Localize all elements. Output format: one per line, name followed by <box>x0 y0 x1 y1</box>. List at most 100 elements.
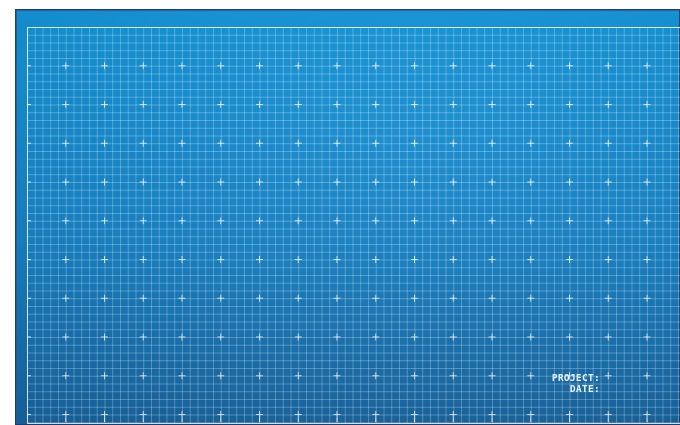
crosshair-mark <box>604 62 612 70</box>
crosshair-mark <box>294 101 302 108</box>
crosshair-mark <box>256 256 263 263</box>
crosshair-mark <box>256 139 263 147</box>
crosshair-mark <box>294 256 302 263</box>
crosshair-mark <box>62 101 70 108</box>
crosshair-mark <box>566 256 573 263</box>
crosshair-mark <box>566 217 573 225</box>
crosshair-mark <box>488 256 496 263</box>
crosshair-mark <box>643 101 651 108</box>
crosshair-mark <box>372 411 380 418</box>
crosshair-mark <box>256 217 263 225</box>
crosshair-mark <box>217 178 225 186</box>
crosshair-mark <box>62 333 70 341</box>
crosshair-mark <box>449 256 457 263</box>
crosshair-mark <box>178 217 186 225</box>
crosshair-mark <box>139 411 147 418</box>
crosshair-mark <box>643 372 651 380</box>
crosshair-mark <box>411 62 418 70</box>
crosshair-mark <box>294 62 302 70</box>
crosshair-mark <box>256 372 263 380</box>
crosshair-mark <box>217 256 225 263</box>
crosshair-mark <box>62 139 70 147</box>
crosshair-mark <box>62 62 70 70</box>
crosshair-mark <box>139 256 147 263</box>
crosshair-mark <box>604 333 612 341</box>
crosshair-mark <box>62 217 70 225</box>
crosshair-mark <box>411 294 418 302</box>
crosshair-mark <box>333 256 341 263</box>
crosshair-mark <box>411 256 418 263</box>
crosshair-mark <box>178 411 186 418</box>
crosshair-mark <box>217 411 225 418</box>
crosshair-mark <box>411 139 418 147</box>
crosshair-mark <box>333 217 341 225</box>
crosshair-mark <box>604 139 612 147</box>
crosshair-mark <box>527 62 535 70</box>
crosshair-mark <box>643 139 651 147</box>
crosshair-mark <box>333 333 341 341</box>
crosshair-mark <box>527 411 535 418</box>
crosshair-mark <box>101 294 108 302</box>
crosshair-mark <box>101 139 108 147</box>
crosshair-mark <box>62 178 70 186</box>
crosshair-mark <box>217 101 225 108</box>
crosshair-mark <box>372 62 380 70</box>
crosshair-mark <box>256 101 263 108</box>
crosshair-mark <box>333 372 341 380</box>
crosshair-mark <box>449 217 457 225</box>
crosshair-mark <box>527 333 535 341</box>
crosshair-mark <box>178 372 186 380</box>
crosshair-mark <box>101 62 108 70</box>
crosshair-mark <box>101 256 108 263</box>
crosshair-mark <box>566 139 573 147</box>
crosshair-mark <box>294 178 302 186</box>
crosshair-mark <box>411 411 418 418</box>
crosshair-mark <box>139 62 147 70</box>
crosshair-mark <box>566 178 573 186</box>
crosshair-mark <box>217 139 225 147</box>
crosshair-mark <box>488 62 496 70</box>
crosshair-mark <box>449 101 457 108</box>
crosshair-mark <box>604 217 612 225</box>
crosshair-mark <box>449 411 457 418</box>
crosshair-mark <box>217 372 225 380</box>
crosshair-mark <box>101 333 108 341</box>
crosshair-mark <box>372 101 380 108</box>
crosshair-mark <box>372 178 380 186</box>
grid-crosshair-marks <box>27 62 651 422</box>
crosshair-mark <box>527 217 535 225</box>
crosshair-mark <box>62 411 70 418</box>
crosshair-mark <box>566 372 573 380</box>
crosshair-mark <box>372 294 380 302</box>
crosshair-mark <box>294 411 302 418</box>
crosshair-mark <box>178 333 186 341</box>
crosshair-mark <box>256 411 263 418</box>
crosshair-mark <box>101 101 108 108</box>
crosshair-mark <box>449 62 457 70</box>
crosshair-mark <box>139 372 147 380</box>
crosshair-mark <box>178 294 186 302</box>
crosshair-mark <box>527 178 535 186</box>
crosshair-mark <box>139 101 147 108</box>
crosshair-mark <box>372 333 380 341</box>
crosshair-mark <box>643 62 651 70</box>
crosshair-mark <box>101 372 108 380</box>
crosshair-mark <box>333 411 341 418</box>
crosshair-mark <box>217 333 225 341</box>
crosshair-mark <box>643 333 651 341</box>
crosshair-mark <box>643 178 651 186</box>
crosshair-mark <box>604 411 612 418</box>
crosshair-mark <box>527 139 535 147</box>
crosshair-mark <box>62 372 70 380</box>
crosshair-mark <box>372 217 380 225</box>
crosshair-mark <box>178 256 186 263</box>
crosshair-mark <box>643 256 651 263</box>
date-row: DATE: <box>480 384 600 395</box>
crosshair-mark <box>566 62 573 70</box>
crosshair-mark <box>488 217 496 225</box>
crosshair-mark <box>566 333 573 341</box>
crosshair-mark <box>449 333 457 341</box>
crosshair-mark <box>566 101 573 108</box>
project-row: PROJECT: <box>480 373 600 384</box>
date-label: DATE: <box>569 384 600 395</box>
